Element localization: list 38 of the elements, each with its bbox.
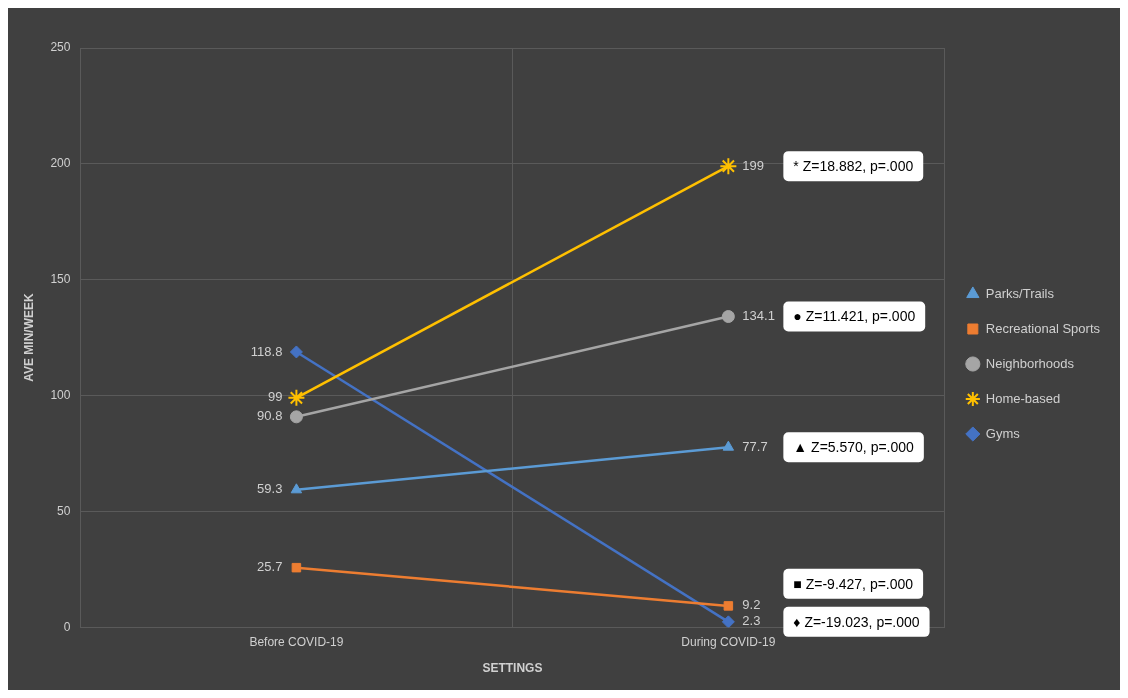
point <box>719 157 738 176</box>
point <box>723 601 734 611</box>
data-label: 25.7 <box>257 559 283 575</box>
y-tick-label: 0 <box>63 619 71 634</box>
data-label: 2.3 <box>742 613 761 629</box>
data-label: 199 <box>742 157 765 173</box>
legend-label: Recreational Sports <box>985 320 1101 336</box>
data-label: 134.1 <box>742 308 775 324</box>
annotation: ▲ Z=5.570, p=.000 <box>793 439 915 456</box>
data-label: 77.7 <box>742 438 768 454</box>
y-tick-label: 150 <box>50 271 71 286</box>
legend-label: Home-based <box>985 390 1061 406</box>
point <box>291 562 302 573</box>
legend-label: Parks/Trails <box>985 285 1055 301</box>
annotation: ■ Z=-9.427, p=.000 <box>793 575 914 592</box>
y-tick-label: 50 <box>57 503 71 518</box>
point <box>289 345 303 359</box>
x-tick-label: Before COVID-19 <box>249 634 344 649</box>
y-tick-label: 200 <box>50 156 71 171</box>
data-label: 9.2 <box>742 597 761 613</box>
annotation: ♦ Z=-19.023, p=.000 <box>793 613 920 630</box>
legend-label: Neighborhoods <box>985 355 1075 371</box>
x-tick-label: During COVID-19 <box>681 634 776 649</box>
y-tick-label: 100 <box>50 387 71 402</box>
annotation: ● Z=11.421, p=.000 <box>793 308 916 325</box>
data-label: 90.8 <box>257 408 283 424</box>
y-axis-title: AVE MIN/WEEK <box>21 293 36 382</box>
point <box>287 388 306 407</box>
legend-label: Gyms <box>985 425 1021 441</box>
y-tick-label: 250 <box>50 40 71 55</box>
data-label: 59.3 <box>257 481 283 497</box>
point <box>721 310 735 324</box>
data-label: 118.8 <box>250 343 283 359</box>
point <box>721 615 735 628</box>
annotation: * Z=18.882, p=.000 <box>793 158 914 175</box>
data-label: 99 <box>267 389 283 405</box>
point <box>289 410 303 424</box>
x-axis-title: SETTINGS <box>482 661 543 676</box>
